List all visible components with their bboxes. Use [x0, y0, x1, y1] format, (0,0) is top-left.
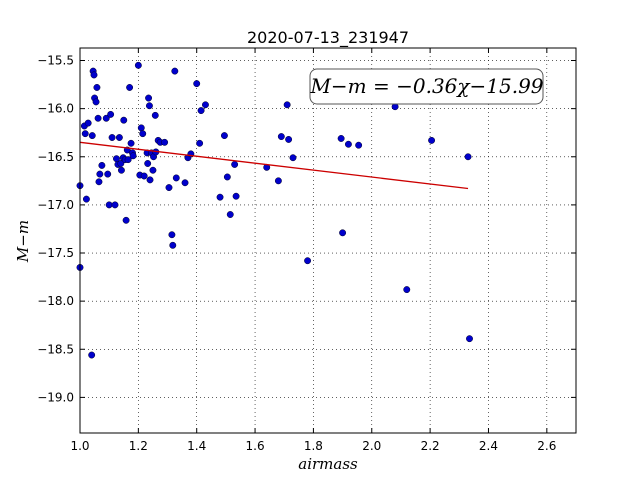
data-point [464, 153, 472, 161]
data-point [84, 119, 92, 127]
data-point [226, 211, 234, 218]
data-point [105, 201, 113, 209]
data-point [403, 286, 411, 294]
data-point [289, 154, 297, 162]
x-tick-label: 1.2 [129, 439, 148, 453]
y-tick-label: −18.5 [37, 342, 74, 356]
data-point [337, 135, 345, 142]
x-axis-label: airmass [298, 455, 358, 473]
grid-lines [79, 48, 576, 433]
data-point [168, 231, 176, 239]
y-tick-label: −15.5 [37, 54, 74, 68]
data-point [220, 132, 228, 140]
data-point [466, 335, 473, 343]
x-tick-label: 2.4 [479, 439, 498, 453]
y-tick-label: −19.0 [37, 390, 74, 404]
data-point [92, 98, 100, 106]
data-point [104, 170, 112, 178]
data-point [90, 71, 98, 79]
x-tick-label: 1.6 [246, 439, 265, 453]
data-point [165, 184, 173, 192]
data-point [117, 160, 125, 167]
data-point [161, 138, 169, 146]
x-tick-label: 1.0 [70, 439, 89, 453]
data-point [339, 229, 347, 237]
data-point [277, 133, 285, 141]
fit-equation-text: M−m = −0.36χ−15.99 [309, 74, 543, 98]
data-point [93, 84, 101, 91]
fit-equation-box: M−m = −0.36χ−15.99 [309, 68, 544, 105]
data-point [202, 101, 209, 109]
data-point [122, 216, 130, 224]
data-point [117, 166, 125, 174]
y-axis-label: M−m [14, 220, 32, 263]
data-point [283, 101, 291, 109]
data-point [111, 201, 119, 209]
data-point [96, 170, 104, 178]
data-point [216, 193, 224, 201]
data-point [102, 114, 110, 122]
data-point [134, 61, 142, 69]
data-point [232, 192, 240, 200]
data-layer [76, 61, 473, 359]
data-point [139, 130, 147, 138]
data-point [144, 160, 152, 167]
fit-equation-border [309, 68, 544, 105]
data-point [81, 130, 89, 138]
data-point [94, 114, 102, 122]
data-point [108, 134, 116, 141]
data-point [231, 161, 239, 168]
data-point [95, 178, 103, 186]
data-point [223, 173, 231, 181]
data-point [129, 152, 137, 160]
data-point [127, 139, 135, 147]
data-point [274, 177, 282, 185]
x-tick-label: 2.6 [537, 439, 556, 453]
x-tick-label: 2.0 [362, 439, 381, 453]
plot-area-frame [79, 47, 577, 434]
y-tick-label: −17.5 [37, 246, 74, 260]
x-tick-label: 1.8 [304, 439, 323, 453]
data-point [82, 195, 90, 203]
data-point [145, 94, 153, 102]
data-point [146, 176, 154, 184]
ticks: 1.0 1.2 1.4 1.6 1.8 2.0 2.2 2.4 2.6 −15.5 −16.0 −16… [37, 48, 576, 453]
y-tick-label: −18.0 [37, 294, 74, 308]
data-point [344, 140, 352, 148]
data-point [197, 107, 205, 115]
data-point [120, 116, 128, 124]
data-point [149, 166, 157, 174]
data-point [304, 257, 312, 265]
y-tick-label: −16.5 [37, 150, 74, 164]
y-tick-label: −17.0 [37, 198, 74, 212]
data-point [196, 139, 204, 147]
data-point [145, 102, 153, 110]
data-point [115, 134, 123, 141]
data-point [428, 136, 436, 144]
data-point [151, 111, 159, 119]
data-point [171, 67, 179, 75]
data-point [172, 174, 180, 182]
data-point [140, 172, 148, 180]
data-point [285, 135, 293, 143]
data-point [169, 241, 177, 249]
x-tick-label: 1.4 [187, 439, 206, 453]
x-tick-label: 2.2 [421, 439, 440, 453]
data-point [124, 156, 132, 164]
data-point [137, 124, 145, 132]
chart-title: 2020-07-13_231947 [247, 28, 409, 48]
data-point [181, 179, 189, 187]
data-point [107, 110, 115, 118]
fit-line [79, 141, 469, 190]
data-point [98, 161, 106, 169]
data-point [355, 141, 363, 149]
y-tick-label: −16.0 [37, 102, 74, 116]
data-point [193, 80, 201, 88]
data-point [126, 84, 134, 91]
data-point [88, 132, 96, 140]
data-point [88, 351, 96, 359]
